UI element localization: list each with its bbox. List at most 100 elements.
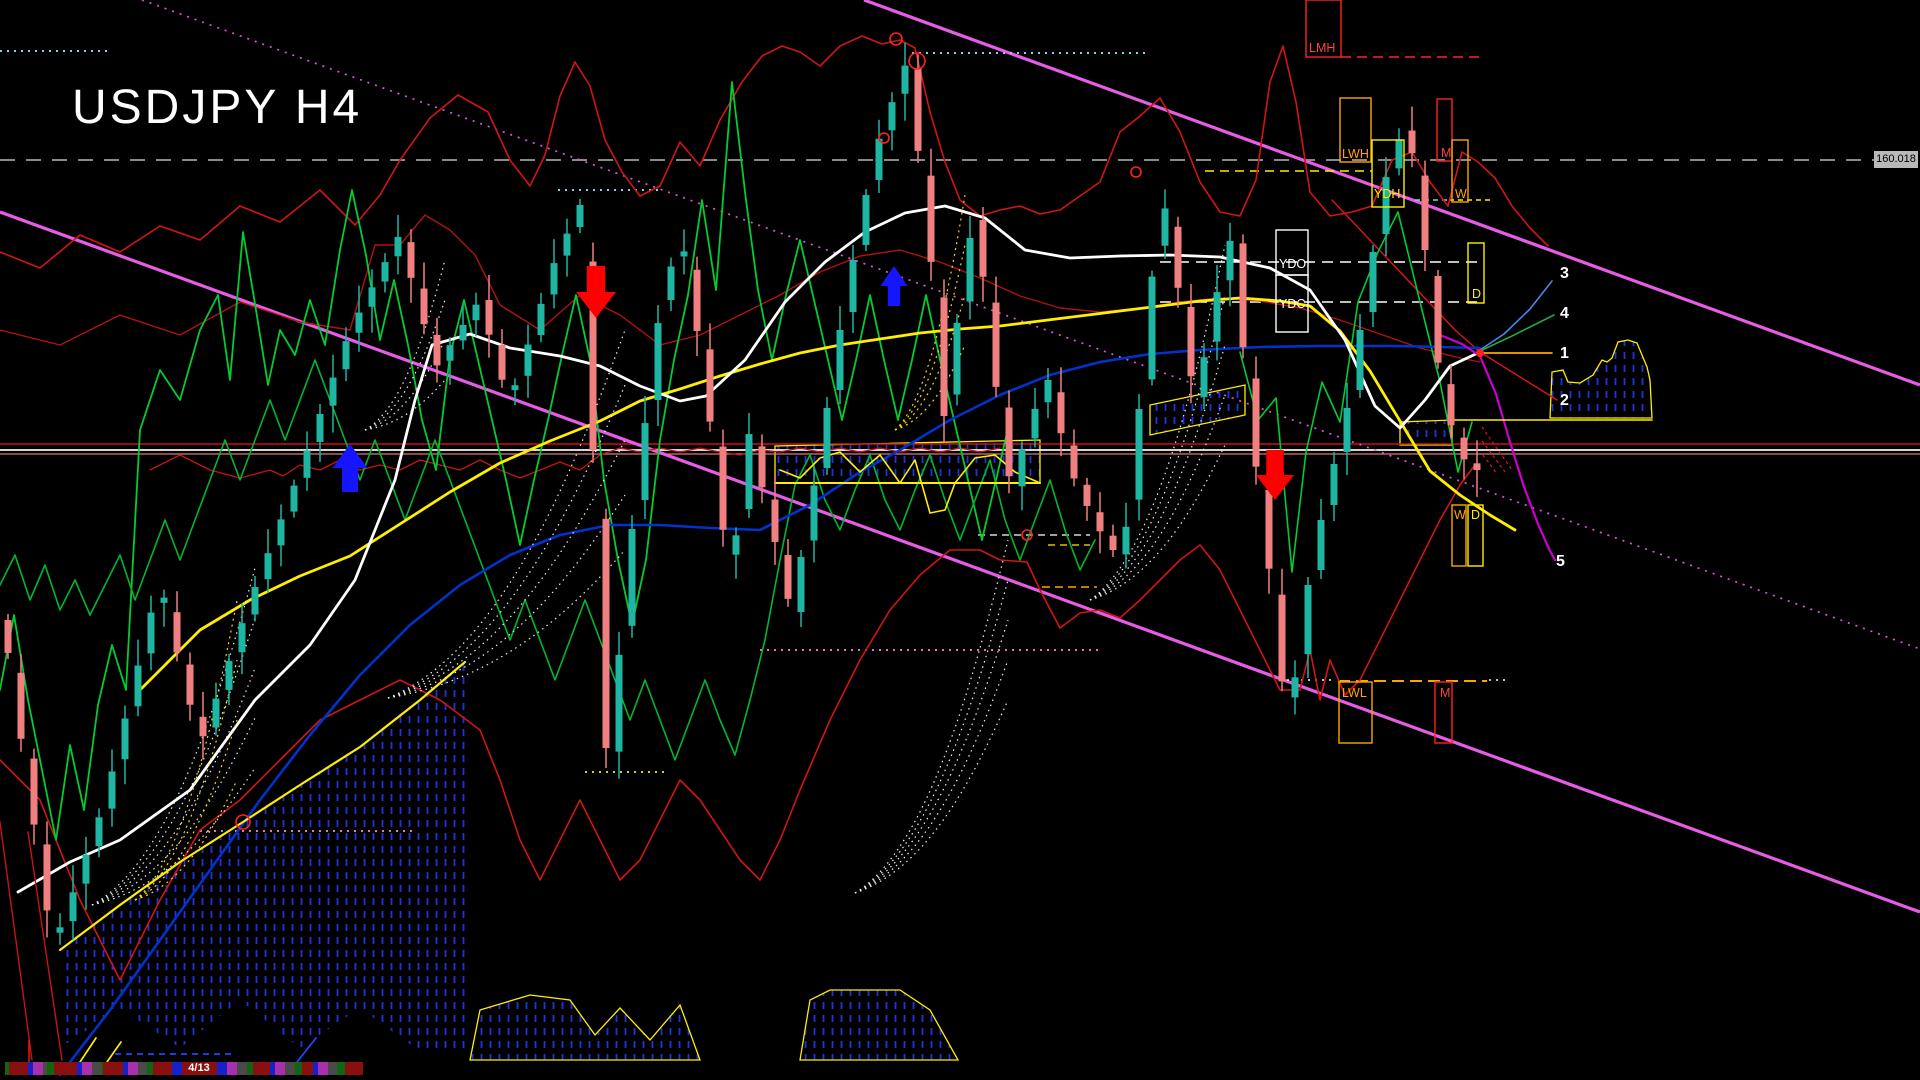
candle: [472, 292, 480, 337]
white-fan-2: [387, 439, 626, 699]
candle-body: [303, 450, 311, 478]
level-box-lwl: LWL: [1338, 681, 1373, 744]
candle-body: [316, 414, 324, 442]
level-box-d-lower: D: [1467, 504, 1484, 567]
candle: [1304, 577, 1312, 679]
candle-body: [940, 297, 948, 416]
candle: [238, 603, 246, 675]
candle-body: [1473, 463, 1481, 470]
strip-segment: [43, 1062, 47, 1075]
convergence-dot: [1476, 349, 1484, 357]
white-fan-3: [854, 619, 1009, 894]
candle: [43, 821, 51, 938]
candle-body: [719, 446, 727, 530]
buy-signal-arrow-1: [880, 266, 908, 306]
candle-body: [1083, 484, 1091, 506]
level-box-ydc-label: YDC: [1279, 297, 1305, 311]
candle: [498, 329, 506, 388]
red-hatch-3: [1482, 454, 1498, 475]
level-box-lmh-rect: [1305, 0, 1342, 58]
candle: [1421, 160, 1429, 271]
candle: [264, 529, 272, 594]
level-box-m-lower-rect: [1434, 681, 1453, 744]
strip-segment: [28, 1062, 33, 1075]
candle: [1460, 427, 1468, 480]
white-fan-5: [364, 339, 446, 431]
candle-body: [771, 499, 779, 542]
candle: [1187, 283, 1195, 404]
candle: [1434, 270, 1442, 369]
candle: [121, 705, 129, 785]
candle: [1044, 368, 1052, 419]
candle: [199, 691, 207, 760]
level-box-w-upper-label: W: [1455, 187, 1467, 201]
target-label-2: 2: [1560, 392, 1569, 409]
candle: [862, 189, 870, 251]
candle-body: [212, 698, 220, 728]
candle-body: [1278, 594, 1286, 682]
candle: [56, 913, 64, 945]
candle-body: [602, 518, 610, 749]
candle: [1226, 222, 1234, 307]
candle: [212, 682, 220, 736]
candle-body: [1356, 330, 1364, 390]
red-stub-1: [0, 821, 33, 1061]
candle: [667, 257, 675, 311]
candle: [1174, 216, 1182, 308]
candle-body: [524, 344, 532, 376]
strip-segment: [47, 1062, 54, 1075]
level-box-m-upper-label: M: [1441, 146, 1451, 160]
candle: [576, 199, 584, 233]
strip-segment: [33, 1062, 43, 1075]
candle-body: [108, 771, 116, 809]
candle-body: [745, 434, 753, 509]
candle-body: [186, 664, 194, 705]
candle: [550, 239, 558, 309]
candle-body: [1213, 292, 1221, 342]
candle-body: [1395, 139, 1403, 169]
kumo-left-top-edge: [58, 660, 467, 952]
candle-body: [1369, 252, 1377, 312]
candle-body: [797, 557, 805, 612]
kumo-bottom-a: [469, 994, 701, 1061]
strip-segment: [328, 1062, 337, 1075]
candle-body: [1421, 175, 1429, 250]
candle-body: [277, 519, 285, 546]
candle-body: [1109, 535, 1117, 551]
strip-segment: [345, 1062, 363, 1075]
candle-body: [251, 587, 259, 615]
candle: [30, 748, 38, 845]
candle-body: [1044, 380, 1052, 403]
strip-segment: [295, 1062, 302, 1075]
level-box-lmh-label: LMH: [1309, 41, 1335, 55]
candle: [251, 576, 259, 622]
candle: [407, 229, 415, 303]
candle: [628, 515, 636, 638]
blue-ma: [58, 344, 1482, 1077]
candle-body: [849, 260, 857, 312]
candle: [1109, 524, 1117, 558]
level-box-d-upper-label: D: [1472, 287, 1481, 301]
candle-body: [550, 263, 558, 295]
candle-body: [225, 660, 233, 690]
candle-body: [953, 322, 961, 395]
candle-body: [1291, 677, 1299, 698]
date-label: 4/13: [188, 1062, 210, 1074]
red-mid-line: [149, 447, 1001, 479]
candle: [1369, 245, 1377, 327]
strip-segment: [82, 1062, 92, 1075]
candle-body: [1382, 177, 1390, 234]
strip-segment: [302, 1062, 313, 1075]
candle: [1005, 390, 1013, 494]
signal-arrows: [332, 266, 1294, 500]
candle: [303, 431, 311, 491]
green-zigzag-1: [0, 81, 1011, 841]
candle-body: [1161, 208, 1169, 246]
target-label-5: 5: [1556, 553, 1565, 570]
candle-body: [1226, 240, 1234, 281]
purple-projection: [1438, 333, 1557, 562]
strip-segment: [153, 1062, 172, 1075]
marker-circle-5: [235, 814, 251, 830]
candle-body: [641, 423, 649, 500]
